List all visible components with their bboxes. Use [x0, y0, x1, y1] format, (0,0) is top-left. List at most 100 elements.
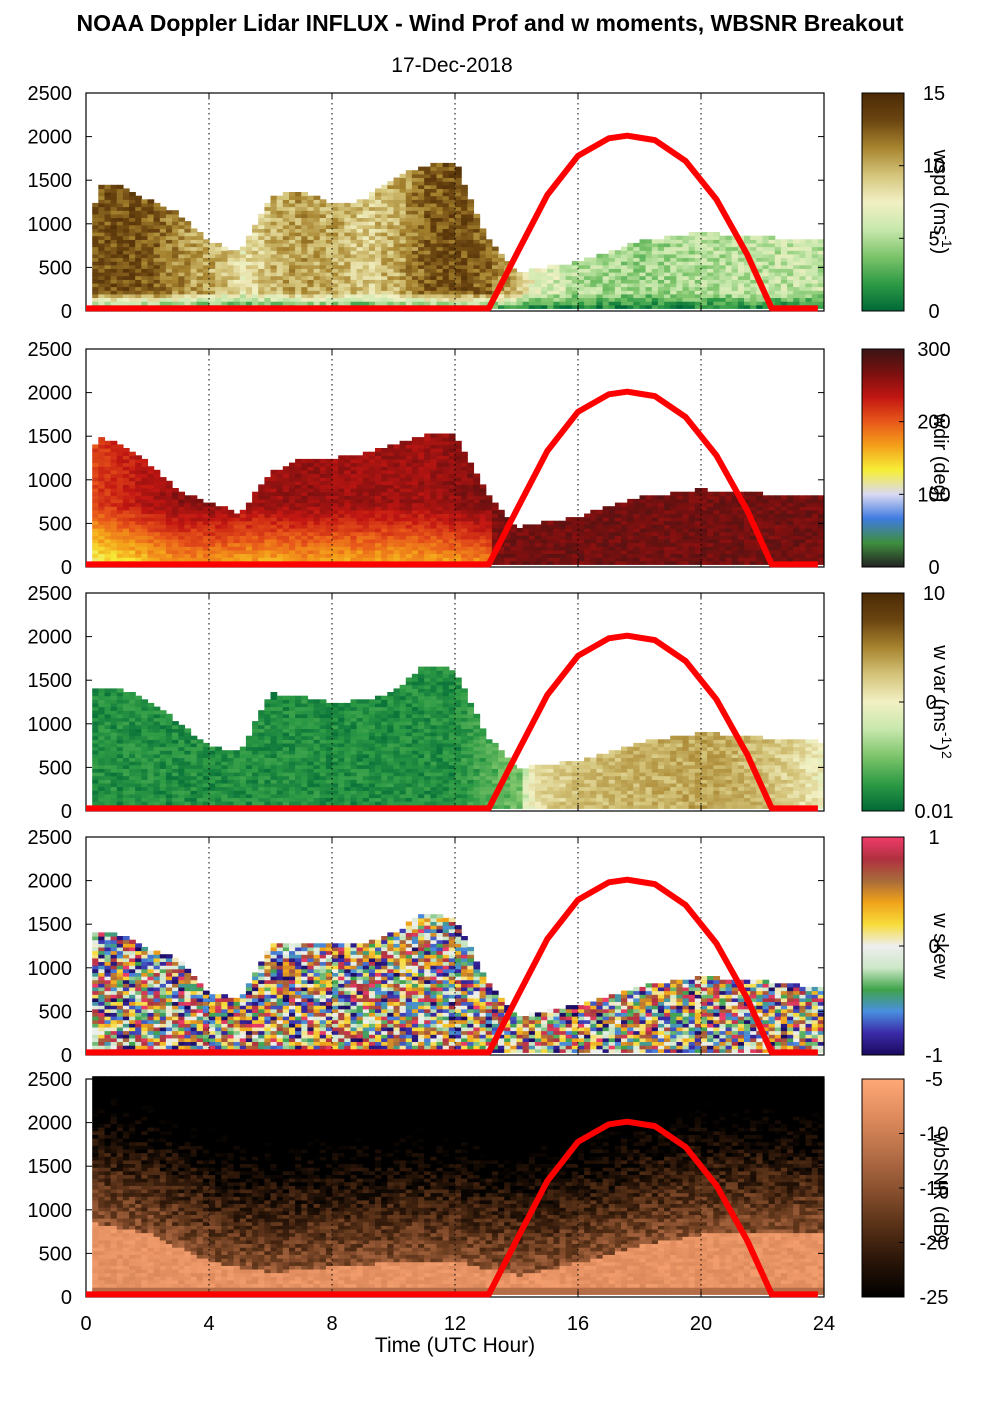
wspd-cell	[270, 228, 278, 233]
wspd-cell	[418, 228, 425, 233]
wspd-cell	[325, 224, 333, 230]
wdir-cell	[516, 553, 524, 558]
wdir-cell	[116, 473, 124, 478]
wspd-cell	[418, 286, 425, 291]
wspd-cell	[196, 293, 204, 299]
wdir-cell	[430, 498, 438, 504]
wspd-cell	[713, 257, 721, 262]
wspd-cell	[135, 202, 142, 208]
wspd-cell	[387, 213, 395, 219]
wspd-cell	[153, 301, 161, 306]
wspd-cell	[479, 290, 487, 295]
y-tick-label: 1500	[28, 170, 73, 192]
wspd-cell	[209, 301, 216, 306]
wspd-cell	[356, 239, 364, 244]
wspd-cell	[116, 242, 124, 248]
wdir-cell	[282, 535, 290, 540]
wspd-cell	[633, 297, 641, 302]
wspd-cell	[301, 235, 309, 240]
wspd-cell	[153, 228, 161, 233]
wspd-cell	[411, 239, 419, 244]
wspd-cell	[165, 213, 173, 219]
wspd-cell	[424, 290, 431, 295]
wdir-cell	[301, 549, 309, 555]
wspd-cell	[578, 286, 585, 291]
wspd-cell	[116, 239, 124, 244]
wdir-cell	[147, 466, 155, 471]
wdir-cell	[578, 557, 585, 562]
wspd-cell	[295, 250, 302, 255]
wspd-cell	[467, 275, 475, 280]
wspd-cell	[362, 257, 370, 262]
wspd-cell	[657, 297, 665, 302]
wdir-cell	[387, 451, 395, 456]
wspd-cell	[92, 206, 99, 211]
wdir-cell	[350, 509, 358, 515]
wspd-cell	[122, 279, 130, 284]
wspd-cell	[430, 235, 438, 240]
wdir-cell	[264, 517, 272, 522]
wspd-cell	[750, 246, 757, 251]
wdir-cell	[301, 469, 309, 475]
wdir-cell	[356, 469, 364, 475]
wspd-cell	[621, 293, 628, 299]
wspd-cell	[233, 257, 241, 262]
wspd-cell	[485, 239, 493, 244]
wdir-cell	[338, 524, 345, 529]
wspd-cell	[92, 246, 99, 251]
wspd-cell	[817, 275, 825, 280]
wspd-cell	[817, 242, 825, 248]
wspd-cell	[811, 290, 819, 295]
wspd-cell	[282, 293, 290, 299]
wspd-cell	[252, 253, 259, 259]
wdir-cell	[276, 502, 284, 507]
wdir-cell	[313, 538, 321, 544]
wspd-cell	[252, 224, 259, 230]
wspd-cell	[289, 217, 296, 222]
wspd-cell	[92, 297, 99, 302]
wspd-cell	[122, 257, 130, 262]
wdir-cell	[282, 528, 290, 533]
wdir-cell	[411, 495, 419, 500]
wdir-cell	[338, 455, 345, 460]
wspd-cell	[387, 184, 395, 190]
wdir-cell	[159, 509, 167, 515]
wdir-cell	[258, 549, 265, 555]
wdir-cell	[448, 524, 456, 529]
wspd-cell	[356, 232, 364, 237]
wdir-cell	[485, 498, 493, 504]
wspd-cell	[805, 246, 813, 251]
wdir-cell	[141, 488, 149, 493]
wdir-cell	[295, 509, 302, 515]
wspd-cell	[411, 242, 419, 248]
wdir-cell	[578, 528, 585, 533]
wdir-cell	[541, 531, 548, 536]
wspd-cell	[756, 268, 764, 273]
wspd-cell	[491, 250, 499, 255]
colorbar-tick-label: 5	[928, 228, 939, 250]
wdir-cell	[313, 495, 321, 500]
wspd-cell	[178, 224, 186, 230]
wdir-cell	[141, 469, 149, 475]
wspd-cell	[301, 206, 309, 211]
wspd-cell	[473, 297, 481, 302]
wdir-cell	[375, 531, 382, 536]
wspd-cell	[553, 268, 561, 273]
wspd-cell	[307, 297, 315, 302]
wdir-cell	[467, 480, 475, 486]
wspd-cell	[682, 257, 690, 262]
wspd-cell	[467, 246, 475, 251]
wdir-cell	[276, 528, 284, 533]
wspd-cell	[221, 264, 229, 269]
wspd-cell	[805, 282, 813, 288]
wspd-cell	[768, 257, 776, 262]
wdir-cell	[122, 557, 130, 562]
wdir-cell	[571, 542, 579, 547]
wspd-cell	[270, 272, 278, 277]
wdir-cell	[387, 549, 395, 555]
wdir-cell	[405, 440, 413, 446]
wdir-cell	[516, 531, 524, 536]
wspd-cell	[424, 170, 431, 175]
wdir-cell	[325, 498, 333, 504]
wspd-cell	[301, 290, 309, 295]
